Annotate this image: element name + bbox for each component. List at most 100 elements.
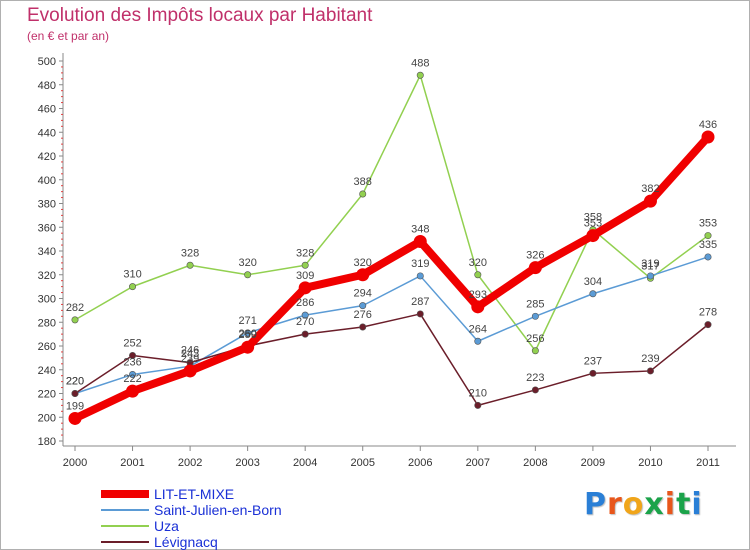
x-tick-label: 2005 <box>350 457 374 469</box>
data-point <box>183 364 197 378</box>
y-tick-label: 380 <box>38 199 56 211</box>
legend-label: Saint-Julien-en-Born <box>154 502 282 518</box>
data-point <box>704 232 712 240</box>
y-tick-label: 500 <box>38 56 56 68</box>
y-minor-tick <box>61 185 63 187</box>
data-point <box>531 312 539 320</box>
data-labels: 199 222 239 259 309 320 348 293 326 353 382 436 <box>66 119 717 412</box>
data-point <box>528 261 542 275</box>
y-minor-tick <box>61 375 63 377</box>
data-point <box>646 367 654 375</box>
y-tick-label: 200 <box>38 412 56 424</box>
logo-letter: i <box>691 487 703 522</box>
data-labels: 220 236 243 271 286 294 319 264 285 304 319 335 <box>66 239 717 388</box>
y-minor-tick <box>61 238 63 240</box>
y-tick-label: 340 <box>38 246 56 258</box>
data-label: 309 <box>296 270 314 282</box>
y-minor-tick <box>61 96 63 98</box>
data-point <box>241 340 255 354</box>
y-tick-label: 220 <box>38 389 56 401</box>
y-tick-label: 320 <box>38 270 56 282</box>
y-minor-tick <box>61 197 63 199</box>
data-point <box>129 283 137 291</box>
data-label: 358 <box>584 212 602 224</box>
x-tick-label: 2007 <box>466 457 490 469</box>
data-label: 239 <box>181 353 199 365</box>
legend-label: Uza <box>154 518 179 534</box>
data-label: 199 <box>66 400 84 412</box>
y-minor-tick <box>61 309 63 311</box>
chart-title: Evolution des Impôts locaux par Habitant <box>27 5 373 26</box>
y-minor-tick <box>61 351 63 353</box>
y-minor-tick <box>61 339 63 341</box>
data-label: 388 <box>354 176 372 188</box>
y-minor-tick <box>61 315 63 317</box>
data-point <box>301 330 309 338</box>
series-line <box>71 133 712 423</box>
y-tick-label: 180 <box>38 436 56 448</box>
x-tick-label: 2010 <box>638 457 662 469</box>
y-minor-tick <box>61 256 63 258</box>
data-label: 293 <box>469 289 487 301</box>
y-minor-tick <box>61 286 63 288</box>
data-label: 236 <box>123 357 141 369</box>
data-point <box>126 384 140 398</box>
data-label: 328 <box>296 247 314 259</box>
x-tick-label: 2011 <box>696 457 720 469</box>
y-tick-label: 460 <box>38 104 56 116</box>
y-minor-tick <box>61 262 63 264</box>
data-label: 286 <box>296 297 314 309</box>
y-minor-tick <box>61 357 63 359</box>
data-label: 260 <box>238 328 256 340</box>
data-point <box>129 370 137 378</box>
y-minor-tick <box>61 161 63 163</box>
data-label: 382 <box>641 183 659 195</box>
data-point <box>531 386 539 394</box>
y-minor-tick <box>61 173 63 175</box>
y-minor-tick <box>61 167 63 169</box>
data-point <box>589 369 597 377</box>
y-minor-tick <box>61 214 63 216</box>
data-point <box>71 389 79 397</box>
y-tick-label: 480 <box>38 80 56 92</box>
data-label: 310 <box>123 269 141 281</box>
y-tick-label: 440 <box>38 127 56 139</box>
data-point <box>474 401 482 409</box>
chart-subtitle: (en € et par an) <box>27 29 110 43</box>
logo-letter: r <box>607 487 623 522</box>
data-point <box>359 323 367 331</box>
data-label: 320 <box>238 257 256 269</box>
x-tick-label: 2006 <box>408 457 432 469</box>
data-label: 271 <box>238 315 256 327</box>
data-label: 252 <box>123 338 141 350</box>
data-point <box>71 316 79 324</box>
logo-letter: t <box>676 487 692 522</box>
y-minor-tick <box>61 66 63 68</box>
data-label: 256 <box>526 333 544 345</box>
x-tick-label: 2004 <box>293 457 317 469</box>
data-labels: 282 310 328 320 328 388 488 320 256 358 317 353 <box>66 57 717 345</box>
data-label: 319 <box>641 258 659 270</box>
data-point <box>416 272 424 280</box>
y-minor-tick <box>61 78 63 80</box>
data-label: 285 <box>526 298 544 310</box>
data-label: 304 <box>584 276 602 288</box>
data-label: 223 <box>526 372 544 384</box>
data-point <box>416 310 424 318</box>
x-tick-label: 2002 <box>178 457 202 469</box>
data-point <box>646 272 654 280</box>
data-label: 436 <box>699 119 717 131</box>
data-point <box>586 229 600 243</box>
data-point <box>704 321 712 329</box>
data-label: 270 <box>296 316 314 328</box>
y-minor-tick <box>61 280 63 282</box>
y-minor-tick <box>61 434 63 436</box>
series-line <box>74 74 709 352</box>
data-point <box>704 253 712 261</box>
x-tick-label: 2003 <box>235 457 259 469</box>
data-label: 287 <box>411 296 429 308</box>
data-point <box>589 290 597 298</box>
data-label: 259 <box>238 329 256 341</box>
data-label: 488 <box>411 57 429 69</box>
y-minor-tick <box>61 244 63 246</box>
